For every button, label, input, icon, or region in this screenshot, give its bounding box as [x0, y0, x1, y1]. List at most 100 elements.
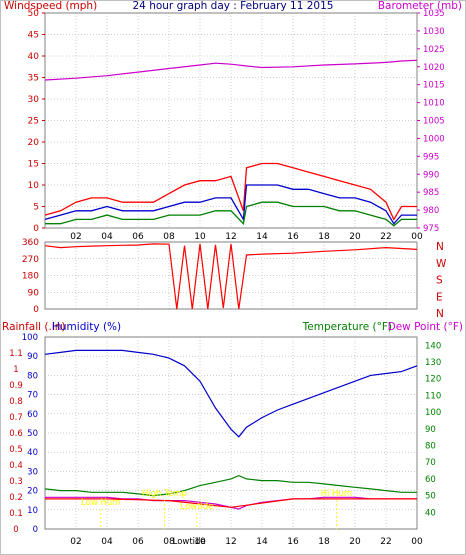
wind-x-ticks: 02 04 06 08 10 12 14 16 18 20 22 00 [70, 232, 423, 242]
temp-y-tick-label: 50 [425, 492, 436, 502]
humidity-y-tick-label: 60 [27, 410, 38, 420]
series-humidity [44, 349, 418, 438]
wind-x-tick-label: 12 [225, 232, 236, 242]
humidity-y-tick-label: 80 [27, 371, 38, 381]
compass-label: S [436, 275, 443, 287]
direction-series [44, 243, 418, 310]
baro-y-tick-label: 990 [423, 170, 439, 180]
panel-wind-baro: Windspeed (mph) 24 hour graph day : Febr… [4, 0, 462, 242]
wind-x-tick-label: 06 [132, 232, 144, 242]
rain-y-tick-label: 0.9 [9, 381, 23, 391]
direction-y-ticks: 0 90 180 270 360 [22, 238, 39, 315]
wind-y-tick-label: 30 [28, 95, 40, 105]
temp-gridlines [45, 337, 418, 529]
wind-x-tick-label: 08 [163, 232, 175, 242]
baro-y-tick-label: 1035 [423, 9, 445, 19]
wind-y-tick-label: 35 [28, 74, 39, 84]
temp-hum-series [44, 349, 418, 510]
annotation-label: Low Hum [81, 498, 121, 508]
humidity-y-tick-label: 50 [27, 429, 38, 439]
wind-x-tick-label: 18 [318, 232, 330, 242]
temp-x-ticks: 02 04 06 08 10 12 14 16 18 20 22 00 [70, 537, 423, 547]
temp-x-tick-label: 00 [411, 537, 423, 547]
wind-y-tick-label: 15 [28, 160, 39, 170]
rain-y-ticks: 0 0.1 0.2 0.3 0.4 0.5 0.6 0.7 0.8 0.9 1 1.1 [9, 349, 23, 535]
series-gust [44, 162, 417, 221]
temp-y-tick-label: 90 [425, 425, 436, 435]
series-speed [45, 201, 417, 227]
series-dew-point-f [45, 496, 417, 510]
wind-x-tick-label: 02 [70, 232, 81, 242]
wind-axis-title: Windspeed (mph) [4, 0, 97, 12]
temp-x-tick-label: 14 [256, 537, 268, 547]
temp-x-tick-label: 22 [380, 537, 391, 547]
baro-y-tick-label: 995 [423, 152, 439, 162]
temp-x-tick-label: 02 [70, 537, 81, 547]
temp-y-tick-label: 80 [425, 442, 436, 452]
rain-y-tick-label: 0.5 [9, 445, 23, 455]
wind-y-tick-label: 45 [28, 31, 39, 41]
temp-x-tick-label: 04 [101, 537, 113, 547]
humidity-y-tick-label: 20 [27, 487, 38, 497]
temp-y-tick-label: 60 [425, 475, 436, 485]
humidity-y-tick-label: 30 [27, 467, 38, 477]
temp-y-tick-label: 120 [425, 375, 441, 385]
rain-y-tick-label: 0.1 [9, 509, 23, 519]
series-average [44, 184, 417, 225]
wind-y-tick-label: 20 [28, 138, 40, 148]
compass-label: E [436, 291, 443, 303]
baro-y-tick-label: 1005 [423, 117, 445, 127]
temp-x-tick-label: 16 [287, 537, 299, 547]
rain-y-tick-label: 0.8 [9, 397, 23, 407]
wind-y-tick-label: 50 [28, 9, 40, 19]
baro-y-ticks: 975 980 985 990 995 1000 1005 1010 1015 1020 1025 1… [423, 9, 445, 234]
humidity-axis-title: Humidity (%) [52, 321, 121, 333]
wind-x-tick-label: 16 [287, 232, 299, 242]
temp-x-tick-label: 08 [163, 537, 175, 547]
temp-y-tick-label: 100 [425, 408, 441, 418]
temp-y-tick-label: 70 [425, 458, 436, 468]
wind-x-tick-label: 00 [411, 232, 423, 242]
baro-y-tick-label: 1020 [423, 63, 445, 73]
temp-y-tick-label: 40 [425, 508, 436, 518]
temp-y-tick-label: 130 [425, 358, 441, 368]
wind-y-tick-label: 0 [33, 224, 39, 234]
temp-y-ticks: 40 50 60 70 80 90 100 110 120 130 140 [425, 341, 441, 518]
temp-x-tick-label: 10 [194, 537, 206, 547]
humidity-y-ticks: 0 10 20 30 40 50 60 70 80 90 100 [22, 333, 38, 535]
temp-y-tick-label: 140 [425, 341, 441, 351]
wind-x-tick-label: 22 [380, 232, 391, 242]
wind-y-tick-label: 40 [28, 52, 40, 62]
baro-y-tick-label: 1015 [423, 81, 445, 91]
baro-y-tick-label: 985 [423, 188, 439, 198]
rain-y-tick-label: 0.6 [9, 429, 23, 439]
baro-y-tick-label: 1000 [423, 134, 445, 144]
annotation-label: Lowtide [180, 502, 213, 512]
annotation-label: Hi Hum [321, 489, 353, 499]
rain-axis-title: Rainfall (.in) [2, 321, 65, 333]
baro-y-tick-label: 975 [423, 224, 439, 234]
humidity-y-tick-label: 0 [33, 525, 38, 535]
humidity-y-tick-label: 40 [27, 448, 38, 458]
direction-y-tick-label: 360 [22, 238, 39, 248]
wind-y-tick-label: 25 [28, 117, 39, 127]
wind-y-tick-label: 10 [28, 181, 40, 191]
rain-y-tick-label: 1 [13, 365, 18, 375]
temp-x-tick-label: 06 [132, 537, 144, 547]
rain-y-tick-label: 0 [13, 525, 18, 535]
wind-x-tick-label: 10 [194, 232, 206, 242]
compass-label: N [436, 308, 444, 320]
baro-y-tick-label: 1010 [423, 99, 445, 109]
series-wind-direction [44, 243, 418, 310]
temp-x-tick-label: 20 [349, 537, 361, 547]
series-wind-chill [45, 498, 417, 508]
wind-y-ticks: 0 5 10 15 20 25 30 35 40 45 50 [28, 9, 40, 234]
baro-y-tick-label: 980 [423, 206, 439, 216]
rain-y-tick-label: 1.1 [9, 349, 23, 359]
direction-y-tick-label: 90 [28, 288, 40, 298]
direction-y-tick-label: 270 [22, 255, 39, 265]
